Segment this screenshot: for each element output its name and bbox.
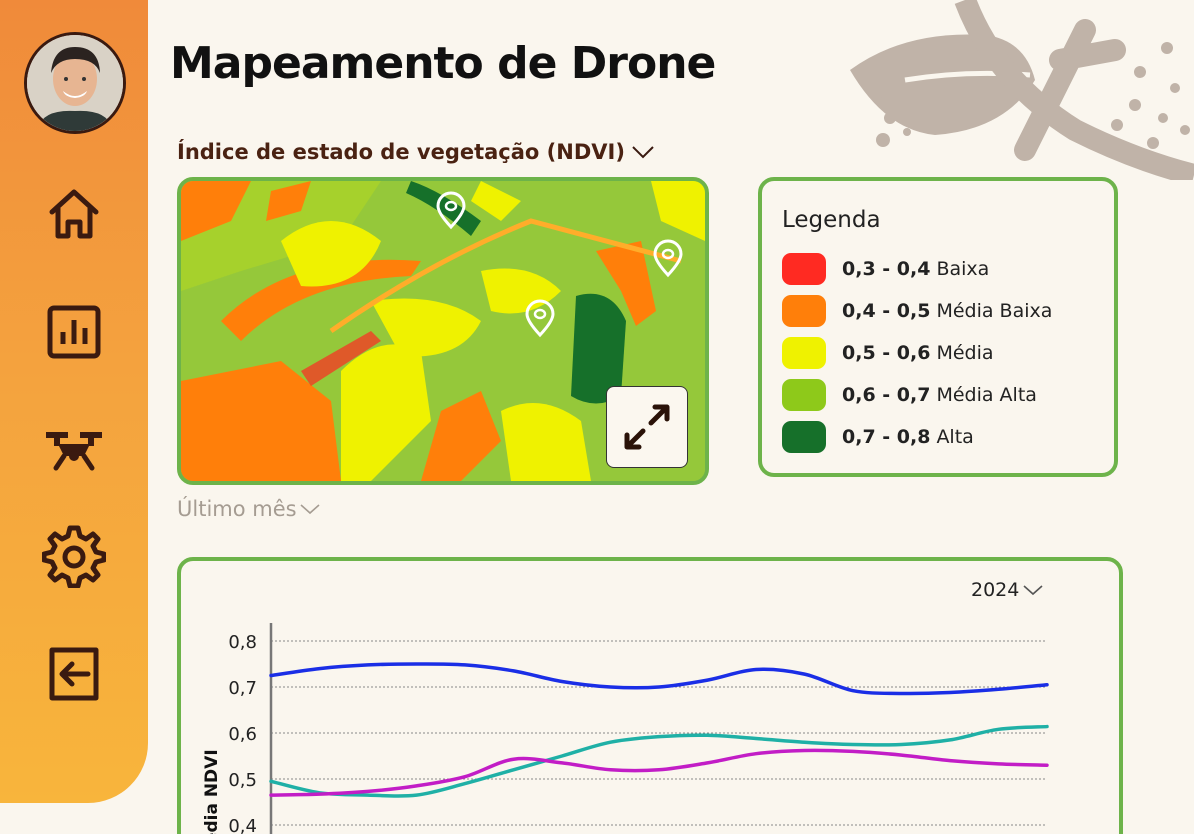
y-axis-label: Média NDVI	[202, 749, 222, 834]
legend-label: Alta	[936, 426, 974, 448]
chevron-down-icon	[300, 504, 320, 515]
y-tick-label: 0,4	[228, 816, 257, 834]
index-dropdown-label: Índice de estado de vegetação (NDVI)	[177, 140, 625, 164]
map-pin-icon[interactable]	[522, 299, 558, 339]
series-line-1	[269, 662, 1049, 696]
legend-range: 0,3 - 0,4	[842, 258, 931, 280]
home-icon	[49, 189, 99, 239]
avatar[interactable]	[24, 32, 126, 134]
y-tick-label: 0,6	[228, 724, 257, 745]
legend-range: 0,6 - 0,7	[842, 384, 931, 406]
chevron-down-icon	[632, 146, 654, 159]
legend-item: 0,4 - 0,5 Média Baixa	[782, 295, 1052, 327]
legend-range: 0,5 - 0,6	[842, 342, 931, 364]
logout-icon	[49, 647, 99, 701]
drone-icon	[46, 432, 102, 471]
legend-item: 0,3 - 0,4 Baixa	[782, 253, 989, 285]
map-pin-icon[interactable]	[433, 191, 469, 231]
nav-drone[interactable]	[40, 412, 108, 480]
period-dropdown[interactable]: Último mês	[177, 497, 321, 521]
legend-swatch	[782, 253, 826, 285]
legend-swatch	[782, 379, 826, 411]
chevron-down-icon	[1023, 585, 1043, 596]
expand-map-button[interactable]	[606, 386, 688, 468]
series-line-2	[269, 724, 1049, 798]
avatar-image	[27, 35, 123, 131]
sidebar	[0, 0, 148, 803]
legend-range: 0,4 - 0,5	[842, 300, 931, 322]
ndvi-chart-panel: 2024 0,8 0,7 0,6 0,5 0,4 Média NDVI	[177, 557, 1123, 834]
legend-label: Média	[936, 342, 994, 364]
leaf-decoration-icon	[850, 0, 1194, 180]
map-pin-icon[interactable]	[650, 239, 686, 279]
legend-title: Legenda	[782, 207, 881, 233]
legend-item: 0,7 - 0,8 Alta	[782, 421, 974, 453]
legend-label: Baixa	[936, 258, 990, 280]
nav-logout[interactable]	[40, 640, 108, 708]
index-dropdown[interactable]: Índice de estado de vegetação (NDVI)	[177, 140, 655, 164]
nav-settings[interactable]	[40, 522, 108, 590]
legend-item: 0,6 - 0,7 Média Alta	[782, 379, 1037, 411]
legend-swatch	[782, 421, 826, 453]
series-line-3	[269, 748, 1049, 797]
legend-swatch	[782, 337, 826, 369]
ndvi-map[interactable]	[177, 177, 709, 485]
period-dropdown-label: Último mês	[177, 497, 297, 521]
legend-panel: Legenda 0,3 - 0,4 Baixa 0,4 - 0,5 Média …	[758, 177, 1118, 477]
page-title: Mapeamento de Drone	[170, 38, 716, 89]
legend-range: 0,7 - 0,8	[842, 426, 931, 448]
nav-home[interactable]	[40, 180, 108, 248]
gear-icon	[42, 525, 106, 588]
y-tick-label: 0,5	[228, 770, 257, 791]
ndvi-line-chart: 0,8 0,7 0,6 0,5 0,4 Média NDVI	[202, 623, 1049, 834]
legend-swatch	[782, 295, 826, 327]
bar-chart-icon	[47, 305, 101, 359]
legend-label: Média Alta	[936, 384, 1037, 406]
year-dropdown-label: 2024	[971, 579, 1020, 601]
y-tick-label: 0,7	[228, 678, 257, 699]
legend-label: Média Baixa	[936, 300, 1053, 322]
y-tick-label: 0,8	[228, 632, 257, 653]
expand-icon	[624, 404, 670, 450]
legend-item: 0,5 - 0,6 Média	[782, 337, 994, 369]
year-dropdown[interactable]: 2024	[971, 579, 1044, 601]
nav-reports[interactable]	[40, 298, 108, 366]
